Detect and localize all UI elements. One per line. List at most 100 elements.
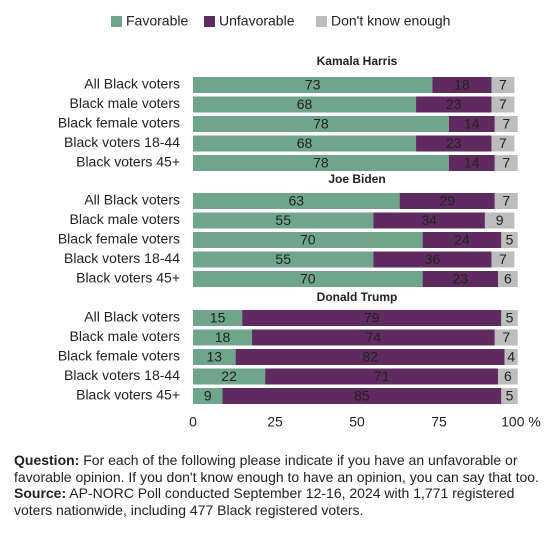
- bar-segment: [491, 135, 515, 152]
- value-label: 14: [464, 155, 480, 171]
- bar-segment: [193, 96, 417, 113]
- bar-segment: [193, 135, 417, 152]
- bar-segment: [484, 212, 515, 229]
- bar-segment: [504, 349, 518, 365]
- x-tick-label: 100 %: [501, 414, 541, 430]
- value-label: 74: [366, 329, 382, 345]
- bar-segment: [448, 155, 495, 171]
- category-label: Black voters 45+: [76, 387, 180, 403]
- category-label: Black female voters: [58, 348, 180, 364]
- value-label: 23: [446, 135, 462, 151]
- bar-segment: [494, 329, 518, 346]
- bar-segment: [491, 77, 515, 93]
- bar-segment: [193, 155, 449, 171]
- question-label: Question:: [14, 452, 80, 468]
- value-label: 34: [421, 212, 437, 228]
- value-label: 4: [507, 349, 515, 365]
- bar-segment: [432, 77, 492, 93]
- bar-segment: [235, 349, 505, 365]
- legend-swatch: [316, 16, 327, 27]
- source-label: Source:: [14, 485, 67, 501]
- bar-segment: [193, 251, 374, 268]
- category-label: Black male voters: [70, 211, 180, 227]
- value-label: 7: [499, 77, 507, 93]
- legend-swatch: [111, 16, 122, 27]
- bar-segment: [399, 193, 495, 209]
- bar-segment: [498, 368, 518, 385]
- bar-segment: [193, 388, 223, 404]
- value-label: 15: [210, 310, 226, 326]
- panel-title: Joe Biden: [328, 172, 385, 186]
- value-label: 5: [506, 232, 514, 248]
- bar-segment: [498, 271, 518, 287]
- value-label: 23: [446, 96, 462, 112]
- value-label: 63: [289, 193, 305, 209]
- bar-segment: [501, 310, 518, 326]
- question: For each of the following please indicat…: [14, 452, 539, 485]
- category-label: Black female voters: [58, 115, 180, 131]
- value-label: 6: [504, 368, 512, 384]
- panel-title: Kamala Harris: [317, 54, 398, 68]
- value-label: 7: [499, 96, 507, 112]
- value-label: 7: [502, 193, 510, 209]
- bar-segment: [501, 388, 518, 404]
- value-label: 68: [297, 135, 313, 151]
- value-label: 7: [502, 329, 510, 345]
- value-label: 7: [499, 251, 507, 267]
- bar-segment: [193, 271, 423, 287]
- category-label: Black female voters: [58, 231, 180, 247]
- bar-segment: [491, 251, 515, 268]
- value-label: 18: [215, 329, 231, 345]
- value-label: 68: [297, 96, 313, 112]
- category-label: Black voters 18-44: [64, 134, 180, 150]
- bar-segment: [494, 193, 518, 209]
- value-label: 18: [454, 77, 470, 93]
- value-label: 29: [439, 193, 455, 209]
- value-label: 6: [504, 271, 512, 287]
- bar-segment: [422, 271, 499, 287]
- bar-segment: [193, 77, 433, 93]
- category-label: Black male voters: [70, 328, 180, 344]
- bar-segment: [265, 368, 499, 385]
- bar-segment: [222, 388, 502, 404]
- bar-segment: [494, 155, 518, 171]
- notes: Question: For each of the following plea…: [14, 452, 542, 518]
- value-label: 22: [221, 368, 237, 384]
- category-label: All Black voters: [84, 192, 180, 208]
- chart: Favorable Unfavorable Don't know enough Kam…: [58, 13, 541, 430]
- bar-segment: [193, 310, 243, 326]
- value-label: 14: [464, 116, 480, 132]
- category-label: Black voters 45+: [76, 270, 180, 286]
- value-label: 70: [300, 271, 316, 287]
- legend-swatch: [204, 16, 215, 27]
- category-label: Black male voters: [70, 95, 180, 111]
- value-label: 70: [300, 232, 316, 248]
- value-label: 5: [506, 388, 514, 404]
- value-label: 36: [425, 251, 441, 267]
- bar-segment: [373, 251, 492, 268]
- value-label: 9: [496, 212, 504, 228]
- value-label: 79: [364, 310, 380, 326]
- bar-segment: [416, 135, 492, 152]
- value-label: 73: [305, 77, 321, 93]
- bar-segment: [193, 329, 253, 346]
- bar-segment: [501, 232, 518, 248]
- bar-segment: [494, 116, 518, 132]
- value-label: 82: [362, 349, 378, 365]
- value-label: 7: [499, 135, 507, 151]
- value-label: 55: [275, 212, 291, 228]
- value-label: 7: [502, 155, 510, 171]
- bar-segment: [193, 116, 449, 132]
- bar-segment: [373, 212, 485, 229]
- category-label: Black voters 18-44: [64, 367, 180, 383]
- x-tick-label: 75: [431, 414, 447, 430]
- legend-label: Don't know enough: [331, 13, 450, 29]
- bar-segment: [422, 232, 502, 248]
- value-label: 23: [453, 271, 469, 287]
- category-label: Black voters 18-44: [64, 250, 180, 266]
- value-label: 7: [502, 116, 510, 132]
- bar-segment: [448, 116, 495, 132]
- value-label: 71: [374, 368, 390, 384]
- source: AP-NORC Poll conducted September 12-16, …: [14, 485, 515, 518]
- legend-label: Favorable: [126, 13, 188, 29]
